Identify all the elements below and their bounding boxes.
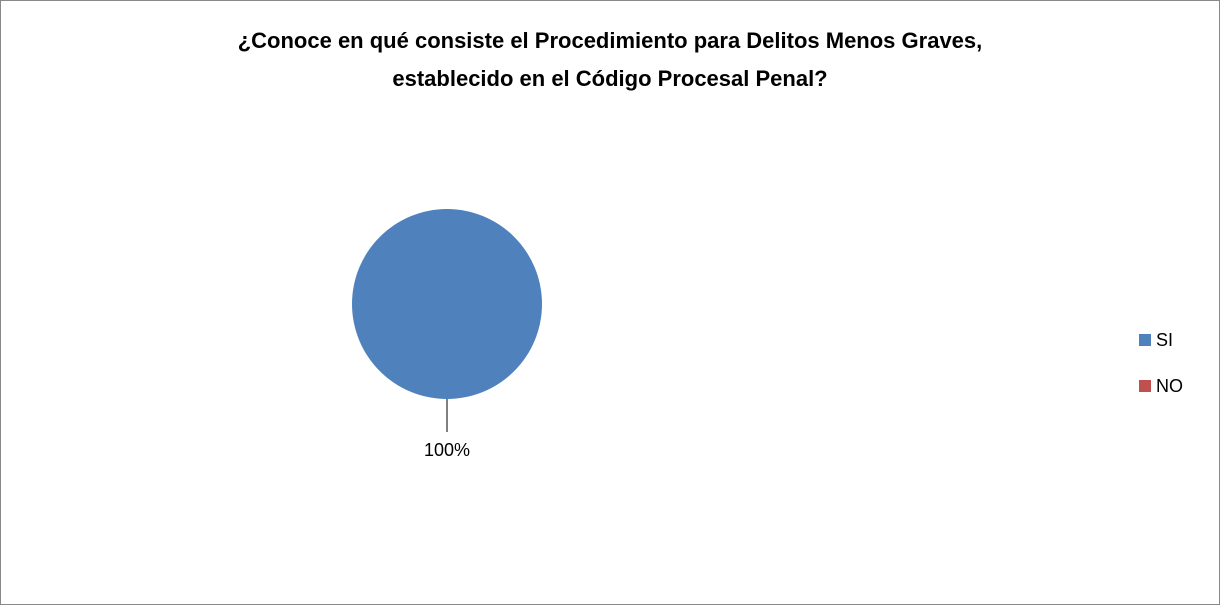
chart-title: ¿Conoce en qué consiste el Procedimiento… xyxy=(238,28,983,53)
legend-label: SI xyxy=(1156,330,1173,350)
legend-swatch xyxy=(1139,334,1151,346)
legend-swatch xyxy=(1139,380,1151,392)
data-label: 100% xyxy=(424,440,470,460)
pie-slice xyxy=(352,209,542,399)
legend-label: NO xyxy=(1156,376,1183,396)
chart-title: establecido en el Código Procesal Penal? xyxy=(392,66,827,91)
